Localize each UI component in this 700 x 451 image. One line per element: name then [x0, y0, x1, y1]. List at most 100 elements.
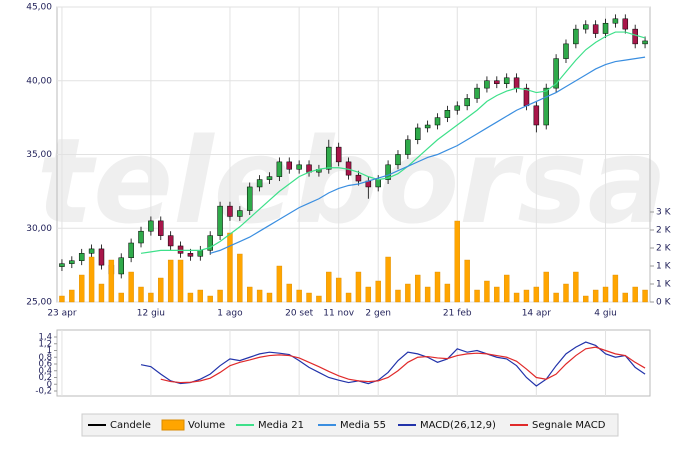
candle-body [266, 176, 273, 180]
volume-bar [316, 295, 322, 303]
volume-bar [237, 253, 243, 303]
macd-panel-frame [56, 329, 651, 397]
volume-bar [167, 259, 174, 303]
candle-body [207, 235, 213, 251]
volume-bar [592, 289, 599, 303]
volume-bar [464, 259, 470, 303]
candle-body [632, 28, 638, 45]
volume-bar [454, 220, 460, 303]
volume-bar [148, 292, 154, 303]
candle-body [523, 87, 530, 107]
candle-body [503, 77, 510, 84]
x-tick-label: 23 apr [47, 309, 77, 319]
volume-bar [602, 286, 609, 303]
volume-bar [187, 292, 194, 303]
y2-tick-label: 1 K [656, 280, 672, 290]
x-tick-label: 12 giu [137, 309, 165, 319]
candle-body [187, 253, 194, 257]
watermark: teleborsa [37, 112, 668, 250]
candle-body [405, 139, 411, 155]
legend-label: Segnale MACD [532, 420, 606, 431]
volume-bar [405, 283, 411, 303]
y-tick-label: 1 [47, 346, 52, 356]
candle-body [217, 205, 223, 236]
volume-bar [59, 295, 65, 303]
candle-body [424, 124, 431, 129]
volume-bar [503, 274, 510, 303]
candle-body [592, 24, 599, 34]
candle-body [138, 230, 144, 244]
volume-bar [108, 259, 115, 303]
volume-bar [256, 289, 263, 303]
y2-tick-label: 2 K [656, 226, 672, 236]
volume-bar [355, 271, 362, 303]
volume-bar [612, 274, 619, 303]
candle-body [237, 210, 243, 217]
volume-bar [197, 289, 204, 303]
volume-bar [69, 289, 75, 303]
y-tick-label: 0,4 [38, 366, 52, 376]
candle-body [355, 174, 362, 182]
y2-tick-label: 1 K [656, 262, 672, 272]
legend-label: Media 21 [258, 420, 304, 431]
x-tick-label: 21 feb [443, 309, 472, 319]
candle-body [513, 77, 520, 89]
volume-bar [365, 286, 372, 303]
y-tick-label: 45,00 [26, 3, 52, 13]
candle-body [286, 161, 293, 170]
volume-bar [513, 292, 520, 303]
candle-body [573, 28, 579, 45]
candle-body [158, 220, 164, 236]
candle-body [227, 205, 233, 217]
volume-bar [573, 271, 579, 303]
volume-bar [306, 292, 312, 303]
x-tick-label: 20 set [285, 309, 314, 319]
candle-body [69, 260, 75, 264]
y2-tick-label: 0 K [656, 298, 672, 308]
volume-bar [543, 271, 549, 303]
volume-bar [523, 289, 530, 303]
candle-body [602, 22, 609, 34]
macd-line [160, 346, 646, 384]
y-tick-label: 1,4 [38, 333, 52, 343]
moving-average-line [210, 56, 646, 254]
volume-bar [424, 286, 431, 303]
candle-body [454, 105, 461, 111]
candle-body [612, 18, 619, 24]
macd-line [140, 341, 646, 387]
y-tick-label: 35,00 [26, 150, 52, 160]
candle-body [78, 253, 85, 261]
candle-body [256, 179, 263, 188]
y-tick-label: 25,00 [26, 298, 52, 308]
legend-box [81, 413, 619, 437]
candle-body [167, 235, 174, 247]
volume-bar [553, 292, 559, 303]
candle-body [276, 161, 283, 177]
candle-body [395, 154, 401, 166]
y-tick-label: 40,00 [26, 76, 52, 86]
volume-bar [266, 292, 273, 303]
candle-body [296, 164, 302, 170]
volume-bar [177, 259, 184, 303]
x-tick-label: 2 gen [365, 309, 391, 319]
candle-body [385, 164, 391, 180]
y-tick-label: 1,2 [38, 339, 52, 349]
volume-bar [444, 283, 451, 303]
volume-bar [88, 256, 95, 303]
x-tick-label: 1 ago [217, 309, 243, 319]
y-tick-label: 30,00 [26, 224, 52, 234]
volume-bar [533, 286, 540, 303]
y2-tick-label: 2 K [656, 244, 672, 254]
volume-bar [326, 271, 332, 303]
x-tick-label: 4 giu [594, 309, 617, 319]
candle-body [246, 186, 253, 211]
candle-body [642, 40, 648, 45]
volume-bar [158, 277, 164, 303]
legend-label: Media 55 [340, 420, 386, 431]
y-tick-label: -0,2 [35, 387, 52, 397]
candle-body [59, 263, 65, 267]
volume-bar [276, 265, 283, 303]
candle-body [88, 248, 95, 254]
